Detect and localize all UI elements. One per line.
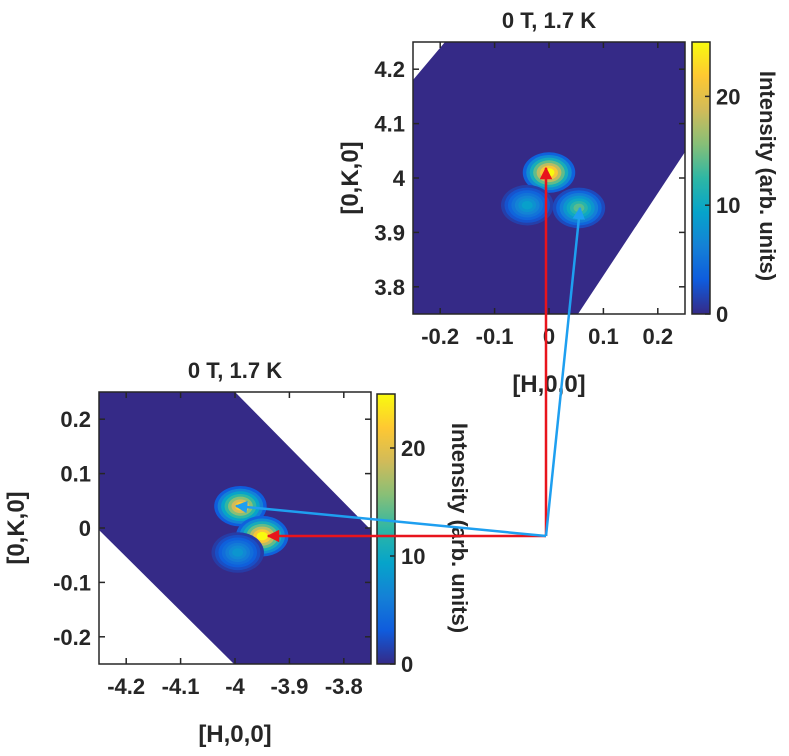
x-tick-label: 0.1 (588, 324, 619, 349)
x-tick-label: -4 (225, 674, 245, 699)
colorbar (691, 41, 711, 315)
y-tick-label: -0.1 (53, 570, 91, 595)
y-tick-label: 4.2 (374, 57, 405, 82)
x-tick-label: -4.2 (107, 674, 145, 699)
y-tick-label: 0 (79, 516, 91, 541)
data-coverage-region (99, 392, 371, 664)
x-tick-label: 0.2 (643, 324, 674, 349)
x-tick-label: -3.8 (325, 674, 363, 699)
colorbar-tick-label: 20 (716, 84, 740, 109)
y-tick-label: 0.1 (60, 462, 91, 487)
y-tick-label: -0.2 (53, 625, 91, 650)
x-axis-label: [H,0,0] (512, 371, 585, 398)
chart-title: 0 T, 1.7 K (502, 8, 596, 33)
x-tick-label: 0 (543, 324, 555, 349)
peak-contour (232, 548, 244, 557)
colorbar-ticks: 0 10 20 (705, 84, 740, 327)
panel-top-right: 0 T, 1.7 K -0.2 -0.1 0 0.1 0.23.83.944.14.2 … (337, 8, 780, 398)
intensity-peak (211, 532, 264, 573)
panel-bottom-left: 0 T, 1.7 K -4.2 -4.1 -4 -3.9 -3.8 -0.2 -0.1 0 0.… (3, 358, 472, 748)
x-axis-label: [H,0,0] (198, 721, 271, 748)
y-axis-label: [0,K,0] (337, 141, 364, 214)
arrow-group (234, 166, 586, 543)
colorbar-tick-label: 0 (401, 652, 413, 677)
y-axis-label: [0,K,0] (3, 491, 30, 564)
peak-group (211, 485, 289, 573)
colorbar-ticks: 0 10 20 (390, 436, 425, 677)
peak-contour (521, 200, 533, 210)
y-tick-label: 3.9 (374, 220, 405, 245)
intensity-peak (500, 184, 554, 226)
x-tick-label: -3.9 (270, 674, 308, 699)
chart-title: 0 T, 1.7 K (188, 358, 282, 383)
x-tick-label: -0.2 (421, 324, 459, 349)
colorbar-tick-label: 0 (716, 302, 728, 327)
x-tick-label: -4.1 (162, 674, 200, 699)
y-tick-label: 4 (393, 166, 406, 191)
y-tick-label: 0.2 (60, 407, 91, 432)
blue-arrow-left (234, 500, 547, 538)
colorbar-label: Intensity (arb. units) (755, 71, 780, 281)
colorbar (376, 393, 396, 665)
x-tick-label: -0.1 (476, 324, 514, 349)
axis-ticks: -4.2 -4.1 -4 -3.9 -3.8 -0.2 -0.1 0 0.1 0.2 (53, 392, 371, 699)
colorbar-tick-label: 20 (401, 436, 425, 461)
colorbar-tick-label: 10 (716, 193, 740, 218)
blue-arrow-upright (544, 206, 586, 537)
y-tick-label: 4.1 (374, 112, 405, 137)
y-tick-label: 3.8 (374, 275, 405, 300)
peak-contour (256, 531, 268, 541)
colorbar-tick-label: 10 (401, 544, 425, 569)
